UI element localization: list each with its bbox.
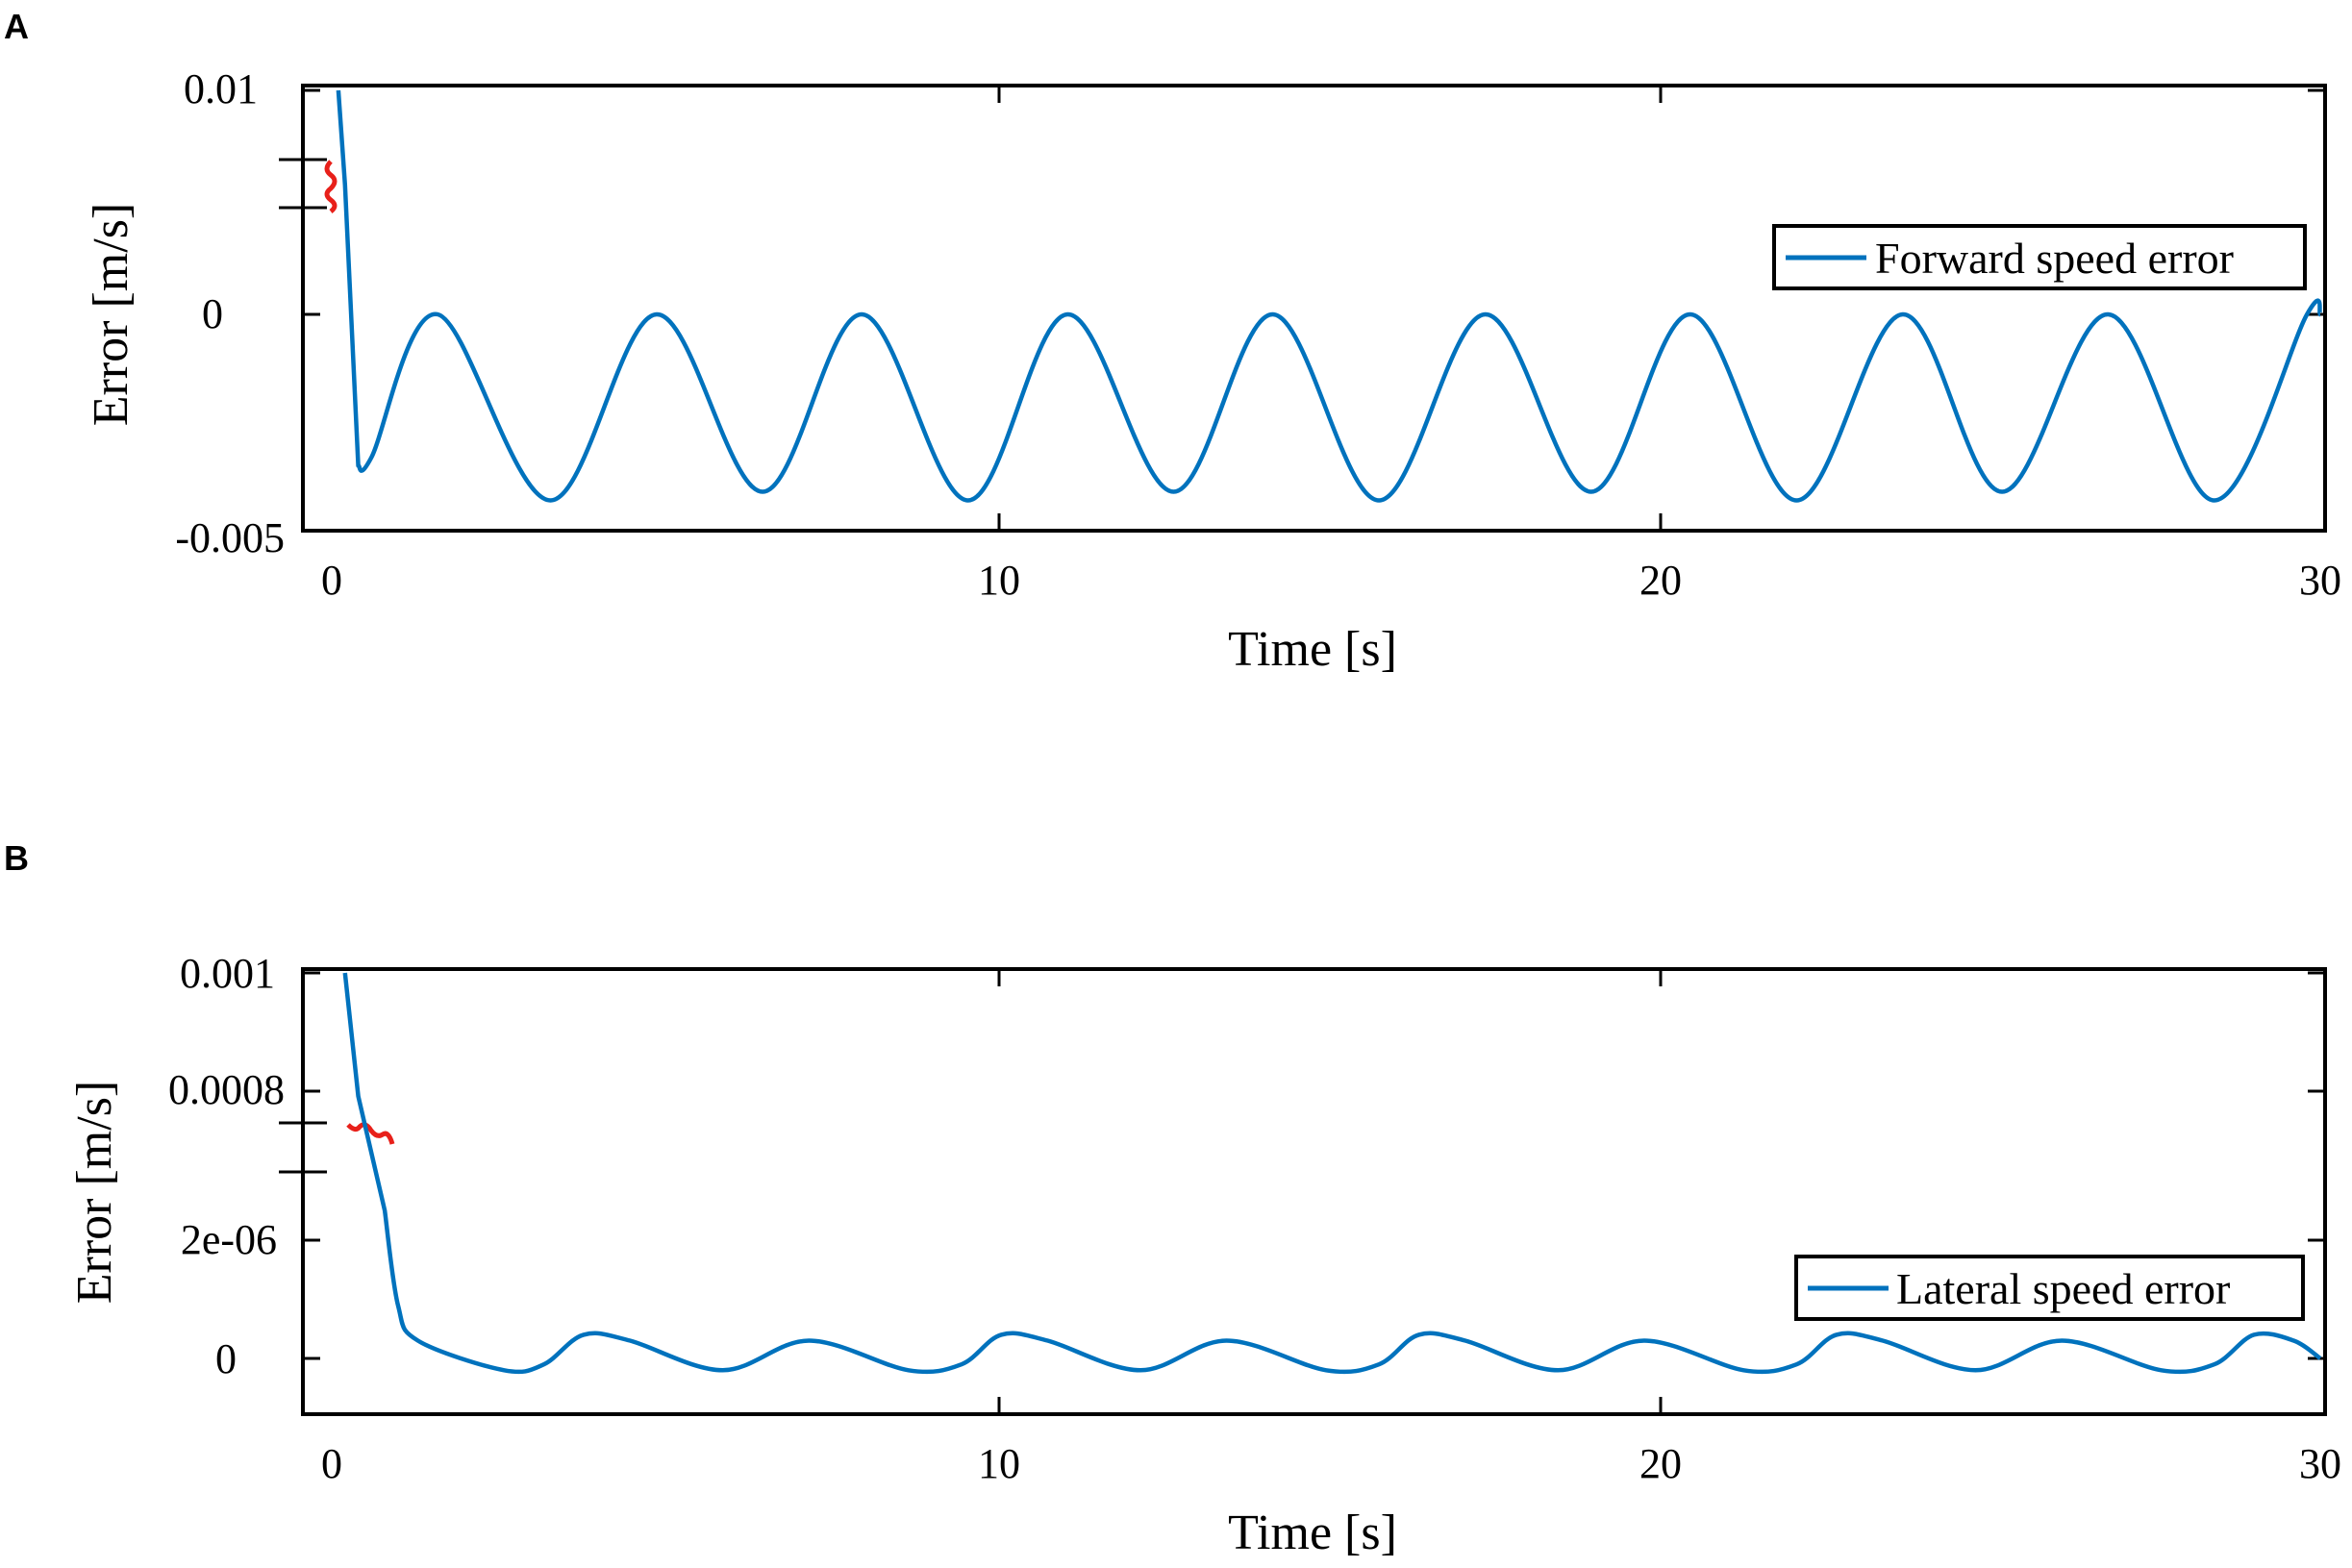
y-tick-label-a-0: 0.01	[184, 65, 258, 112]
legend-box-a	[1772, 224, 2307, 290]
panel-label-b: B	[4, 838, 29, 878]
y-tick-label-a-2: -0.005	[175, 514, 285, 561]
legend-label-a: Forward speed error	[1875, 234, 2234, 283]
axes-box-b	[301, 967, 2327, 1416]
x-tick-label-b-2: 20	[1639, 1440, 1682, 1487]
axis-break-squiggle-b	[346, 1122, 395, 1145]
x-tick-label-b-0: 0	[321, 1440, 342, 1487]
x-tick-label-b-1: 10	[978, 1440, 1020, 1487]
axis-break-squiggle-a	[324, 160, 338, 213]
legend-a: Forward speed error	[1772, 224, 2307, 290]
x-axis-label-b: Time [s]	[1228, 1506, 1397, 1560]
panel-b: B 0.001 0.0008 2e-06 0 0 10 20 30 Time […	[4, 838, 2341, 1560]
x-tick-label-a-0: 0	[321, 557, 342, 604]
legend-label-b: Lateral speed error	[1896, 1264, 2230, 1313]
x-tick-label-a-1: 10	[978, 557, 1020, 604]
y-tick-label-b-1: 0.0008	[168, 1066, 285, 1113]
y-tick-label-b-2: 2e-06	[181, 1216, 277, 1263]
y-tick-label-b-3: 0	[215, 1335, 237, 1382]
y-tick-label-b-0: 0.001	[180, 950, 275, 997]
series-line-forward-speed-error	[336, 89, 2323, 503]
x-tick-label-a-3: 30	[2299, 557, 2341, 604]
legend-b: Lateral speed error	[1794, 1255, 2305, 1321]
y-axis-label-b: Error [m/s]	[67, 1081, 122, 1304]
y-tick-label-a-1: 0	[202, 290, 223, 337]
series-line-lateral-speed-error	[342, 972, 2322, 1375]
x-tick-label-a-2: 20	[1639, 557, 1682, 604]
x-tick-label-b-3: 30	[2299, 1440, 2341, 1487]
panel-label-a: A	[4, 7, 29, 46]
axes-box-a	[301, 84, 2327, 533]
y-axis-label-a: Error [m/s]	[84, 203, 138, 426]
panel-a: A 0.01 0 -0.005 0 10 20 30 Time [s] Erro…	[4, 7, 2341, 677]
x-axis-label-a: Time [s]	[1228, 622, 1397, 677]
